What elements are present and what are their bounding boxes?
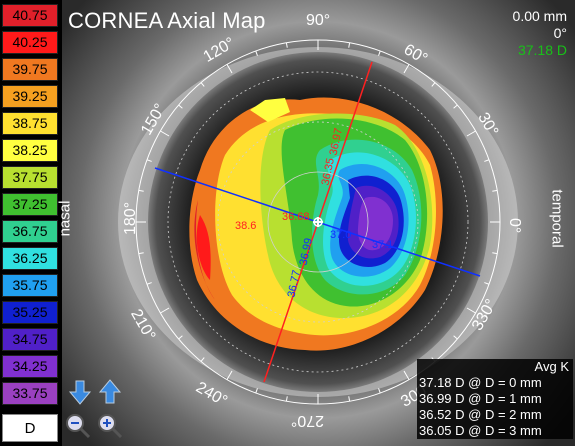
scale-swatch: 35.75: [2, 274, 58, 297]
angle-90-label: 90°: [306, 12, 330, 29]
arrow-up-icon[interactable]: [96, 378, 124, 406]
angle-120-label: 120°: [201, 35, 238, 66]
zoom-in-icon[interactable]: [96, 412, 124, 440]
angle-150-label: 150°: [138, 101, 169, 138]
angle-330-label: 330°: [469, 297, 500, 334]
overlay-labels: 90° 120° 150° 180° 210° 240° 270° 300° 3…: [122, 12, 523, 429]
scale-swatch: 35.25: [2, 301, 58, 324]
map-title: CORNEA Axial Map: [68, 8, 266, 33]
angle-readout: 0°: [553, 25, 567, 41]
power-readout: 37.18 D: [517, 42, 567, 58]
avg-k-header: Avg K: [534, 359, 569, 374]
scale-unit: D: [2, 414, 58, 442]
angle-270-label: 270°: [291, 412, 324, 429]
angle-240-label: 240°: [193, 379, 230, 410]
scale-swatch: 36.75: [2, 220, 58, 243]
avg-k-panel: Avg K 37.18 D @ D = 0 mm 36.99 D @ D = 1…: [417, 359, 573, 439]
map-view[interactable]: 90° 120° 150° 180° 210° 240° 270° 300° 3…: [62, 0, 575, 446]
k-label-2: 36.35: [320, 157, 337, 186]
temporal-label: temporal: [548, 189, 566, 248]
avg-k-row: 36.05 D @ D = 3 mm: [419, 423, 542, 438]
scale-swatch: 39.25: [2, 85, 58, 108]
k-label-5: 36.99: [298, 237, 315, 266]
scale-swatch: 33.75: [2, 382, 58, 405]
angle-60-label: 60°: [401, 41, 430, 68]
k-label-6: 36.77: [286, 269, 303, 298]
angle-30-label: 30°: [474, 110, 501, 139]
scale-swatch: 36.25: [2, 247, 58, 270]
avg-k-row: 36.52 D @ D = 2 mm: [419, 407, 542, 422]
scale-swatch: 38.25: [2, 139, 58, 162]
scale-swatch: 40.75: [2, 4, 58, 27]
nasal-label: nasal: [56, 200, 74, 237]
scale-swatch: 39.75: [2, 58, 58, 81]
angle-0-label: 0°: [506, 218, 523, 233]
zoom-out-icon[interactable]: [64, 412, 92, 440]
topography-map: [189, 97, 443, 351]
eye-image: [62, 0, 575, 446]
distance-readout: 0.00 mm: [512, 8, 567, 24]
k-label-1: 36.97: [328, 127, 345, 156]
arrow-down-icon[interactable]: [66, 378, 94, 406]
k-label-3: 36.68: [282, 211, 310, 223]
scale-swatch: 37.25: [2, 193, 58, 216]
scale-swatch: 34.75: [2, 328, 58, 351]
scale-swatch: 38.75: [2, 112, 58, 135]
scale-swatch: 34.25: [2, 355, 58, 378]
angle-210-label: 210°: [127, 307, 158, 344]
angle-180-label: 180°: [122, 202, 139, 235]
avg-k-row: 36.99 D @ D = 1 mm: [419, 391, 542, 406]
scale-swatch: 40.25: [2, 31, 58, 54]
k-label-4: 38.6: [235, 220, 256, 232]
k-label-7: 37.0: [330, 229, 351, 241]
scale-swatch: 37.75: [2, 166, 58, 189]
color-scale: 40.75 40.25 39.75 39.25 38.75 38.25 37.75 37.25…: [0, 0, 60, 446]
avg-k-row: 37.18 D @ D = 0 mm: [419, 375, 542, 390]
k-label-8: 37.1: [372, 239, 393, 251]
